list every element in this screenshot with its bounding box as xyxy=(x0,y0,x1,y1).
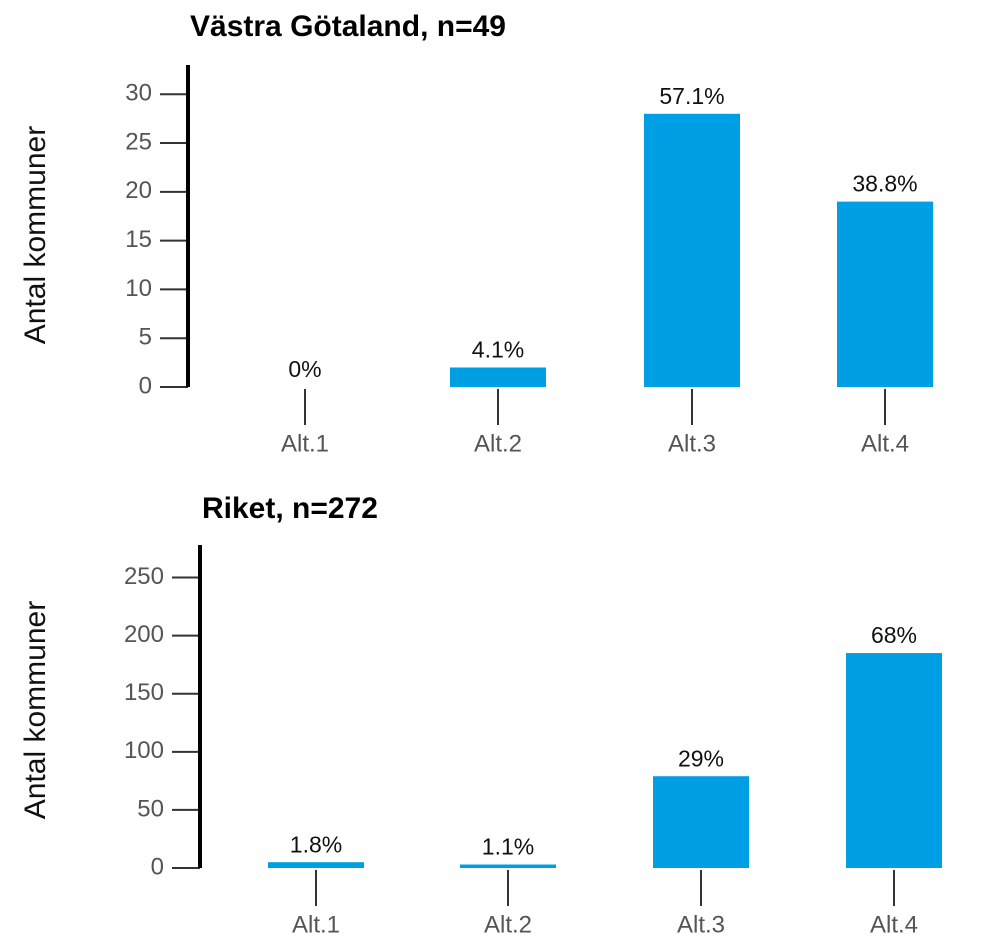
y-tick-label: 15 xyxy=(125,226,152,253)
y-tick-label: 30 xyxy=(125,80,152,107)
bar xyxy=(644,113,740,388)
value-label: 1.8% xyxy=(290,831,342,857)
x-tick-label: Alt.2 xyxy=(474,430,522,457)
y-tick-label: 150 xyxy=(124,679,164,706)
bar xyxy=(653,776,749,868)
y-tick-label: 100 xyxy=(124,737,164,764)
y-tick-label: 200 xyxy=(124,621,164,648)
y-tick-label: 25 xyxy=(125,128,152,155)
y-axis-label: Antal kommuner xyxy=(19,126,52,344)
value-label: 0% xyxy=(288,356,321,382)
bar xyxy=(460,864,556,868)
chart-title: Västra Götaland, n=49 xyxy=(190,10,506,43)
value-label: 38.8% xyxy=(852,171,917,197)
x-tick-label: Alt.4 xyxy=(870,911,918,937)
bar xyxy=(837,201,933,387)
x-tick-label: Alt.2 xyxy=(484,911,532,937)
value-label: 29% xyxy=(678,745,724,771)
x-tick-label: Alt.3 xyxy=(668,430,716,457)
x-tick-label: Alt.1 xyxy=(281,430,329,457)
bar xyxy=(450,367,546,387)
value-label: 68% xyxy=(871,622,917,648)
y-tick-label: 20 xyxy=(125,177,152,204)
y-tick-label: 5 xyxy=(139,324,152,351)
y-axis-label: Antal kommuner xyxy=(19,601,52,819)
x-tick-label: Alt.1 xyxy=(292,911,340,937)
value-label: 57.1% xyxy=(659,83,724,109)
y-tick-label: 0 xyxy=(151,853,164,880)
bar xyxy=(846,653,942,868)
chart-title: Riket, n=272 xyxy=(202,492,378,525)
bar xyxy=(268,862,364,868)
y-tick-label: 10 xyxy=(125,275,152,302)
x-tick-label: Alt.3 xyxy=(677,911,725,937)
value-label: 4.1% xyxy=(472,337,524,363)
y-tick-label: 50 xyxy=(137,795,164,822)
y-tick-label: 250 xyxy=(124,563,164,590)
x-tick-label: Alt.4 xyxy=(861,430,909,457)
y-tick-label: 0 xyxy=(139,372,152,399)
value-label: 1.1% xyxy=(482,834,534,860)
